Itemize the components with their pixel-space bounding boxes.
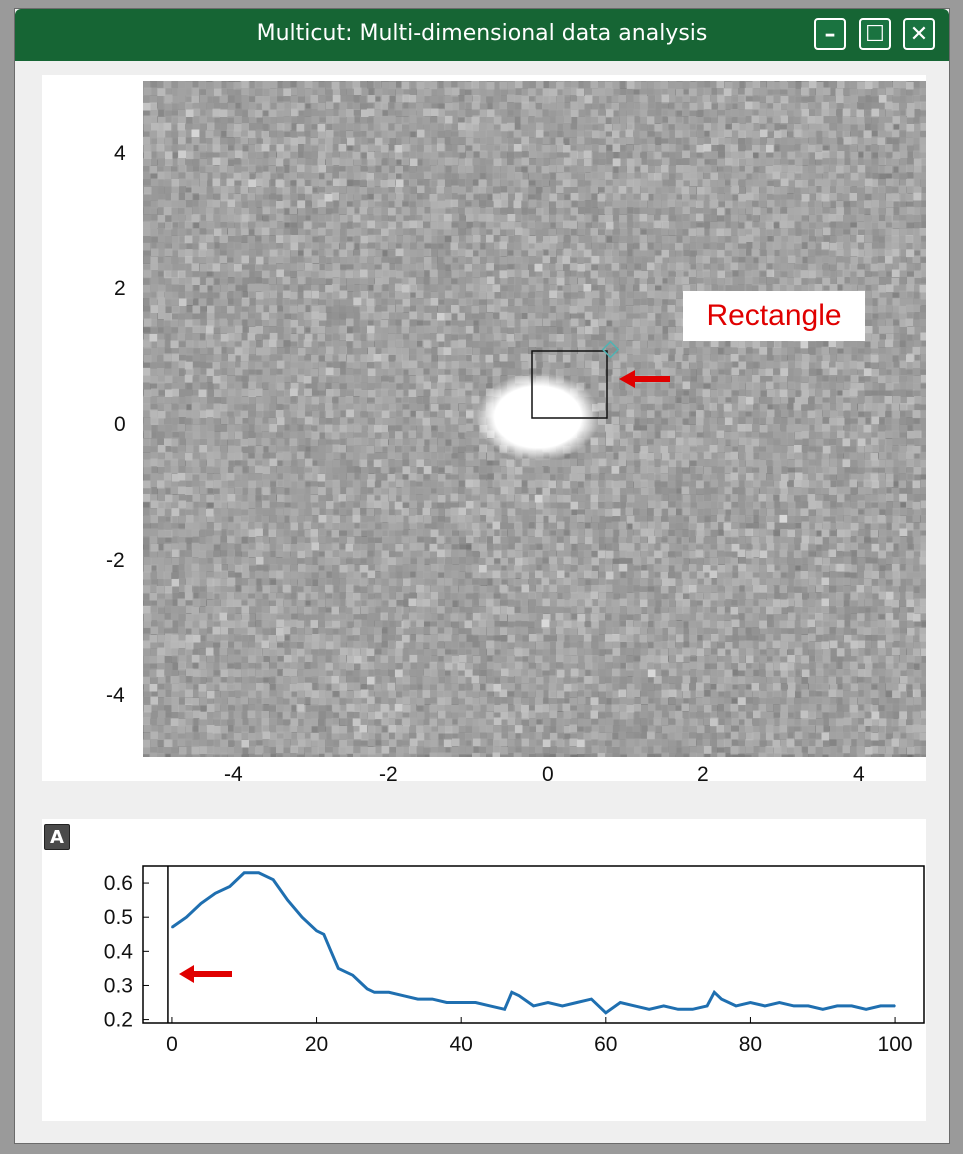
y-tick-label: 0.6 bbox=[104, 872, 133, 895]
data-point bbox=[445, 1001, 448, 1004]
x-tick-label: 0 bbox=[542, 763, 554, 786]
bright-blob bbox=[476, 373, 600, 461]
y-tick-label: 0.3 bbox=[104, 974, 133, 997]
data-point bbox=[836, 1005, 839, 1007]
data-point bbox=[691, 1008, 694, 1011]
maximize-icon: ☐ bbox=[865, 21, 885, 47]
x-tick-label: -2 bbox=[379, 763, 398, 786]
data-point bbox=[749, 1001, 752, 1004]
minimize-icon: – bbox=[824, 21, 836, 47]
data-point bbox=[474, 1001, 477, 1004]
data-point bbox=[713, 991, 716, 994]
x-tick-label: 60 bbox=[594, 1033, 617, 1056]
y-tick-label: -4 bbox=[106, 684, 125, 707]
data-point bbox=[228, 885, 231, 888]
data-point bbox=[301, 916, 303, 918]
data-point bbox=[561, 1005, 564, 1007]
data-point bbox=[489, 1005, 491, 1007]
data-point bbox=[272, 878, 274, 881]
data-point bbox=[720, 998, 723, 1000]
noise-image bbox=[143, 81, 926, 757]
line-chart[interactable]: 0.6 0.5 0.4 0.3 0.2 0 20 40 60 80 100 bbox=[42, 852, 926, 1120]
data-point bbox=[605, 1011, 607, 1014]
data-point bbox=[503, 1008, 506, 1011]
minimize-button[interactable]: – bbox=[814, 18, 846, 50]
data-point bbox=[257, 872, 260, 874]
data-point bbox=[185, 916, 188, 918]
data-point bbox=[243, 872, 246, 874]
data-point bbox=[511, 991, 513, 994]
rectangle-roi[interactable] bbox=[531, 350, 608, 419]
x-tick-label: 40 bbox=[450, 1033, 473, 1056]
y-tick-label: 0.2 bbox=[104, 1009, 133, 1032]
title-bar[interactable]: Multicut: Multi-dimensional data analysi… bbox=[15, 9, 949, 61]
panel-separator[interactable] bbox=[42, 781, 926, 819]
data-point bbox=[662, 1005, 665, 1007]
data-point bbox=[351, 974, 354, 977]
data-point bbox=[388, 991, 390, 994]
data-point bbox=[879, 1005, 882, 1007]
data-point bbox=[286, 899, 289, 901]
data-point bbox=[764, 1005, 766, 1007]
data-point bbox=[532, 1005, 535, 1007]
y-tick-label: -2 bbox=[106, 549, 125, 572]
chart-frame bbox=[142, 865, 925, 1024]
window-title: Multicut: Multi-dimensional data analysi… bbox=[256, 21, 708, 46]
data-point bbox=[402, 994, 405, 997]
data-point bbox=[735, 1005, 737, 1007]
data-point bbox=[807, 1005, 810, 1007]
autoscale-a-icon[interactable]: A bbox=[44, 824, 70, 850]
y-tick-label: 0 bbox=[114, 413, 126, 436]
data-point bbox=[633, 1005, 636, 1007]
data-point bbox=[706, 1005, 708, 1007]
data-point bbox=[850, 1005, 853, 1007]
y-tick-label: 2 bbox=[114, 277, 126, 300]
arrow-icon bbox=[619, 370, 670, 388]
data-point bbox=[547, 1001, 549, 1004]
y-tick-label: 4 bbox=[114, 142, 126, 165]
data-point bbox=[460, 1001, 462, 1004]
data-point bbox=[366, 988, 368, 990]
data-point bbox=[431, 998, 434, 1000]
data-point bbox=[344, 971, 347, 973]
multicut-window: Multicut: Multi-dimensional data analysi… bbox=[14, 8, 950, 1144]
x-tick-label: 80 bbox=[739, 1033, 762, 1056]
data-point bbox=[894, 1005, 896, 1007]
data-point bbox=[865, 1008, 867, 1011]
rectangle-annotation: Rectangle bbox=[683, 291, 865, 341]
data-point bbox=[214, 892, 217, 895]
data-point bbox=[677, 1008, 679, 1011]
data-point bbox=[793, 1005, 795, 1007]
data-point bbox=[322, 933, 325, 936]
y-tick-label: 0.5 bbox=[104, 906, 133, 929]
close-icon: ✕ bbox=[909, 21, 929, 47]
data-point bbox=[359, 981, 361, 983]
data-point bbox=[821, 1008, 824, 1011]
data-point bbox=[330, 950, 332, 953]
data-point bbox=[619, 1001, 622, 1004]
x-tick-label: 20 bbox=[305, 1033, 328, 1056]
x-tick-label: 4 bbox=[853, 763, 865, 786]
data-point bbox=[200, 902, 202, 905]
data-point bbox=[171, 926, 173, 929]
roi-handle-icon[interactable] bbox=[601, 340, 620, 359]
x-tick-label: 100 bbox=[878, 1033, 913, 1056]
arrow-icon bbox=[179, 965, 232, 983]
data-point bbox=[518, 994, 520, 997]
data-point bbox=[315, 930, 318, 932]
data-point bbox=[778, 1001, 781, 1004]
image-view[interactable] bbox=[143, 81, 926, 757]
x-tick-label: 0 bbox=[166, 1033, 178, 1056]
data-point bbox=[648, 1008, 651, 1011]
data-point bbox=[576, 1001, 578, 1004]
maximize-button[interactable]: ☐ bbox=[859, 18, 891, 50]
x-tick-label: 2 bbox=[697, 763, 709, 786]
data-point bbox=[416, 998, 419, 1000]
y-tick-label: 0.4 bbox=[104, 940, 134, 963]
x-tick-label: -4 bbox=[224, 763, 243, 786]
data-point bbox=[590, 998, 593, 1000]
close-button[interactable]: ✕ bbox=[903, 18, 935, 50]
data-point bbox=[373, 991, 376, 994]
data-point bbox=[337, 967, 340, 970]
